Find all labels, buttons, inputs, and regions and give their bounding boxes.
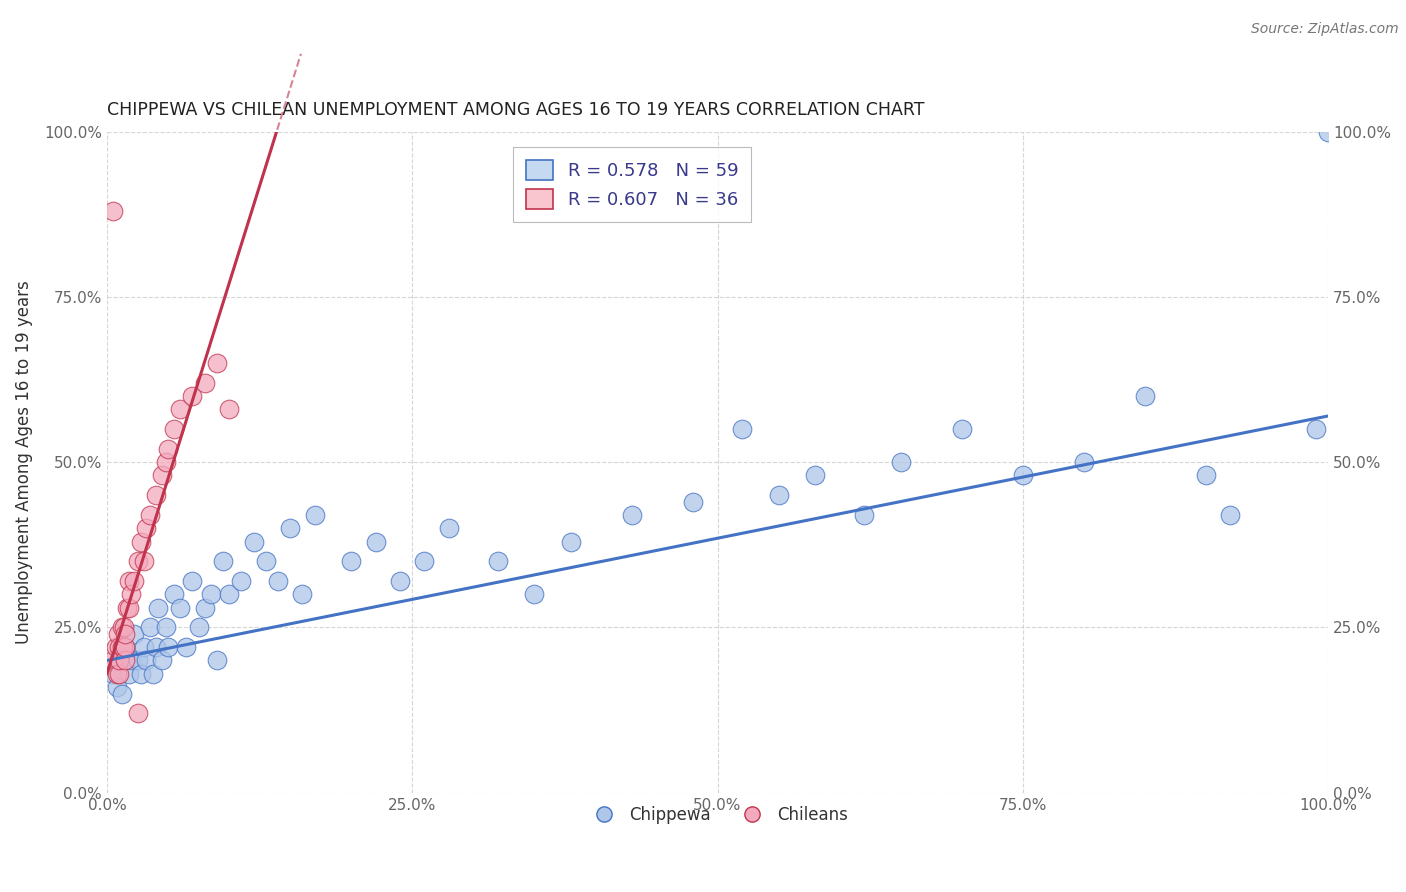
Point xyxy=(142,666,165,681)
Point xyxy=(120,653,142,667)
Point xyxy=(118,600,141,615)
Point xyxy=(132,640,155,655)
Point xyxy=(804,468,827,483)
Point xyxy=(768,488,790,502)
Point xyxy=(111,640,134,655)
Point xyxy=(108,666,131,681)
Point xyxy=(389,574,412,589)
Point xyxy=(242,534,264,549)
Point xyxy=(111,620,134,634)
Point xyxy=(278,521,301,535)
Point xyxy=(364,534,387,549)
Point xyxy=(150,468,173,483)
Point xyxy=(127,554,149,568)
Point xyxy=(111,686,134,700)
Point xyxy=(108,653,131,667)
Point xyxy=(212,554,235,568)
Point xyxy=(486,554,509,568)
Point xyxy=(187,620,209,634)
Point xyxy=(111,640,134,655)
Point xyxy=(1195,468,1218,483)
Point xyxy=(169,402,191,417)
Point xyxy=(148,600,170,615)
Point xyxy=(118,574,141,589)
Point xyxy=(1011,468,1033,483)
Point xyxy=(122,574,145,589)
Point xyxy=(114,640,136,655)
Point xyxy=(194,600,217,615)
Point xyxy=(267,574,290,589)
Point xyxy=(155,455,177,469)
Point xyxy=(127,653,149,667)
Point xyxy=(169,600,191,615)
Point xyxy=(138,508,160,522)
Point xyxy=(163,587,186,601)
Point xyxy=(1073,455,1095,469)
Point xyxy=(105,666,128,681)
Point xyxy=(1305,422,1327,436)
Point xyxy=(135,653,157,667)
Point xyxy=(437,521,460,535)
Point xyxy=(560,534,582,549)
Point xyxy=(890,455,912,469)
Point xyxy=(114,640,136,655)
Point xyxy=(304,508,326,522)
Point xyxy=(413,554,436,568)
Point xyxy=(114,627,136,641)
Point xyxy=(145,640,167,655)
Point xyxy=(145,488,167,502)
Point xyxy=(181,574,204,589)
Point xyxy=(107,627,129,641)
Point xyxy=(157,640,180,655)
Text: CHIPPEWA VS CHILEAN UNEMPLOYMENT AMONG AGES 16 TO 19 YEARS CORRELATION CHART: CHIPPEWA VS CHILEAN UNEMPLOYMENT AMONG A… xyxy=(107,101,925,120)
Point xyxy=(115,600,138,615)
Point xyxy=(122,627,145,641)
Point xyxy=(1219,508,1241,522)
Point xyxy=(155,620,177,634)
Point xyxy=(231,574,253,589)
Point xyxy=(129,534,152,549)
Point xyxy=(114,653,136,667)
Point xyxy=(101,653,124,667)
Point xyxy=(205,356,228,370)
Point xyxy=(205,653,228,667)
Point xyxy=(104,640,127,655)
Point xyxy=(853,508,876,522)
Point xyxy=(218,402,240,417)
Point xyxy=(163,422,186,436)
Point xyxy=(112,620,135,634)
Point xyxy=(621,508,644,522)
Point xyxy=(1317,125,1340,139)
Point xyxy=(254,554,277,568)
Point xyxy=(682,495,704,509)
Point xyxy=(118,666,141,681)
Point xyxy=(101,666,124,681)
Point xyxy=(176,640,198,655)
Legend: Chippewa, Chileans: Chippewa, Chileans xyxy=(581,799,855,830)
Point xyxy=(108,653,131,667)
Point xyxy=(218,587,240,601)
Point xyxy=(194,376,217,390)
Point xyxy=(157,442,180,456)
Point xyxy=(135,521,157,535)
Text: Source: ZipAtlas.com: Source: ZipAtlas.com xyxy=(1251,22,1399,37)
Point xyxy=(200,587,222,601)
Point xyxy=(1133,389,1156,403)
Point xyxy=(129,666,152,681)
Point xyxy=(523,587,546,601)
Point xyxy=(132,554,155,568)
Point xyxy=(101,204,124,219)
Point xyxy=(340,554,363,568)
Point xyxy=(731,422,754,436)
Point xyxy=(138,620,160,634)
Point xyxy=(108,640,131,655)
Point xyxy=(120,587,142,601)
Point xyxy=(950,422,973,436)
Point xyxy=(291,587,314,601)
Point xyxy=(181,389,204,403)
Point xyxy=(127,706,149,721)
Point xyxy=(105,680,128,694)
Y-axis label: Unemployment Among Ages 16 to 19 years: Unemployment Among Ages 16 to 19 years xyxy=(15,280,32,644)
Point xyxy=(150,653,173,667)
